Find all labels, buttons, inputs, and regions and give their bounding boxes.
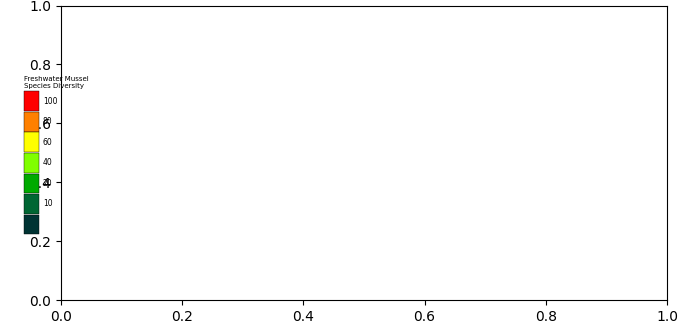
Text: 10: 10 <box>43 200 52 208</box>
Text: 60: 60 <box>43 138 52 147</box>
Text: Freshwater Mussel
Species Diversity: Freshwater Mussel Species Diversity <box>24 76 89 89</box>
Text: 40: 40 <box>43 158 52 168</box>
Text: 20: 20 <box>43 179 52 188</box>
Text: 100: 100 <box>43 97 57 106</box>
Text: 80: 80 <box>43 117 52 126</box>
